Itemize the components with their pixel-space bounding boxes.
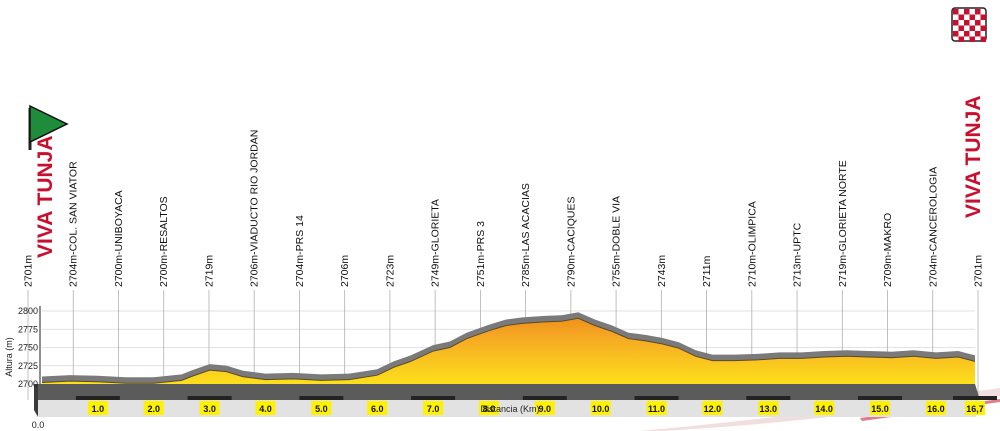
km-marker (925, 401, 946, 415)
waypoint-label: 2719m (204, 255, 216, 287)
km-tick-label: 6.0 (371, 404, 384, 414)
base-segment (411, 396, 456, 400)
distance-base-bar: 1.0 2.0 3.0 4.0 5.0 6.0 7.0 8.0 9.0 10.0 11.0 12.0 1… (34, 384, 997, 417)
waypoint-label: 2700m-RESALTOS (158, 196, 170, 287)
km-marker (814, 401, 835, 415)
km-marker (367, 401, 388, 415)
waypoint-label: 2706m-VIADUCTO RIO JORDAN (249, 130, 261, 287)
km-marker (702, 401, 723, 415)
y-tick-label: 2800 (18, 306, 38, 316)
waypoint-label: 2704m-CANCEROLOGIA (927, 167, 939, 287)
waypoint-label: 2700m-UNIBOYACA (113, 190, 125, 287)
base-top (34, 384, 980, 400)
km-marker (965, 401, 985, 415)
base-segment (187, 396, 232, 400)
km-tick-label: 10.0 (592, 404, 610, 414)
start-flag-icon (28, 104, 69, 150)
km-tick-label: 16,7 (966, 404, 984, 414)
elevation-profile (41, 312, 976, 400)
km-tick-label: 2.0 (147, 404, 160, 414)
waypoint-label: 2751m-PRS 3 (475, 221, 487, 287)
waypoint-labels: 2701m 2704m-COL. SAN VIATOR 2700m-UNIBOYAC… (23, 130, 985, 287)
start-label: VIVA TUNJA (34, 135, 57, 258)
base-segment (746, 396, 791, 400)
waypoint-label: 2704m-PRS 14 (294, 215, 306, 287)
km-tick-label: 8.0 (483, 404, 496, 414)
km-tick-label: 5.0 (315, 404, 328, 414)
elevation-line (41, 317, 976, 384)
km-marker (758, 401, 779, 415)
waypoint-label: 2785m-LAS ACACIAS (520, 183, 532, 287)
waypoint-label: 2749m-GLORIETA (430, 199, 442, 287)
km-tick-label: 4.0 (259, 404, 272, 414)
km-marker (534, 401, 555, 415)
km-tick-label: 15.0 (871, 404, 889, 414)
y-axis: 2700 2725 2750 2775 2800 (18, 306, 41, 389)
waypoint-label: 2743m (656, 255, 668, 287)
km-marker (423, 401, 444, 415)
waypoint-label: 2701m (973, 255, 985, 287)
x-origin-label: 0.0 (32, 420, 45, 430)
y-tick-label: 2725 (18, 361, 38, 371)
base-segment (522, 396, 567, 400)
km-marker (199, 401, 220, 415)
waypoint-label: 2719m-GLORIETA NORTE (837, 160, 849, 287)
km-marker (143, 401, 164, 415)
km-marker (87, 401, 108, 415)
km-marker (255, 401, 276, 415)
waypoint-label: 2711m (701, 255, 713, 287)
km-tick-label: 9.0 (539, 404, 552, 414)
waypoint-label: 2701m (23, 255, 35, 287)
km-marker (646, 401, 667, 415)
km-tick-label: 13.0 (760, 404, 778, 414)
waypoint-label: 2723m (384, 255, 396, 287)
km-tick-label: 11.0 (648, 404, 665, 414)
km-marker (311, 401, 332, 415)
waypoint-label: 2713m-UPTC (792, 222, 804, 287)
km-tick-label: 12.0 (704, 404, 722, 414)
waypoint-label: 2709m-MAKRO (882, 213, 894, 287)
x-axis-label: Distancia (Km) (480, 404, 539, 414)
base-segment (299, 396, 344, 400)
base-segment (858, 396, 903, 400)
waypoint-label: 2755m-DOBLE VIA (611, 196, 623, 287)
base-edge (34, 384, 38, 417)
finish-flag-icon (951, 7, 987, 42)
waypoint-label: 2790m-CACIQUES (565, 197, 577, 287)
km-marker (478, 401, 499, 415)
km-tick-label: 14.0 (815, 404, 833, 414)
km-tick-label: 16.0 (927, 404, 945, 414)
km-marker (590, 401, 611, 415)
waypoint-label: 2704m-COL. SAN VIATOR (68, 161, 80, 287)
base-segment (75, 396, 120, 400)
waypoint-label: 2710m-OLIMPICA (746, 201, 758, 287)
km-marker (870, 401, 891, 415)
waypoint-label: 2706m (339, 255, 351, 287)
km-tick-label: 7.0 (427, 404, 440, 414)
base-segment (953, 396, 997, 400)
finish-label: VIVA TUNJA (962, 95, 985, 218)
y-axis-label: Altura (m) (4, 337, 14, 377)
y-tick-label: 2700 (18, 379, 38, 389)
base-segment (634, 396, 679, 400)
y-tick-label: 2750 (18, 343, 38, 353)
km-tick-label: 3.0 (203, 404, 216, 414)
y-tick-label: 2775 (18, 324, 38, 334)
km-tick-label: 1.0 (92, 404, 105, 414)
